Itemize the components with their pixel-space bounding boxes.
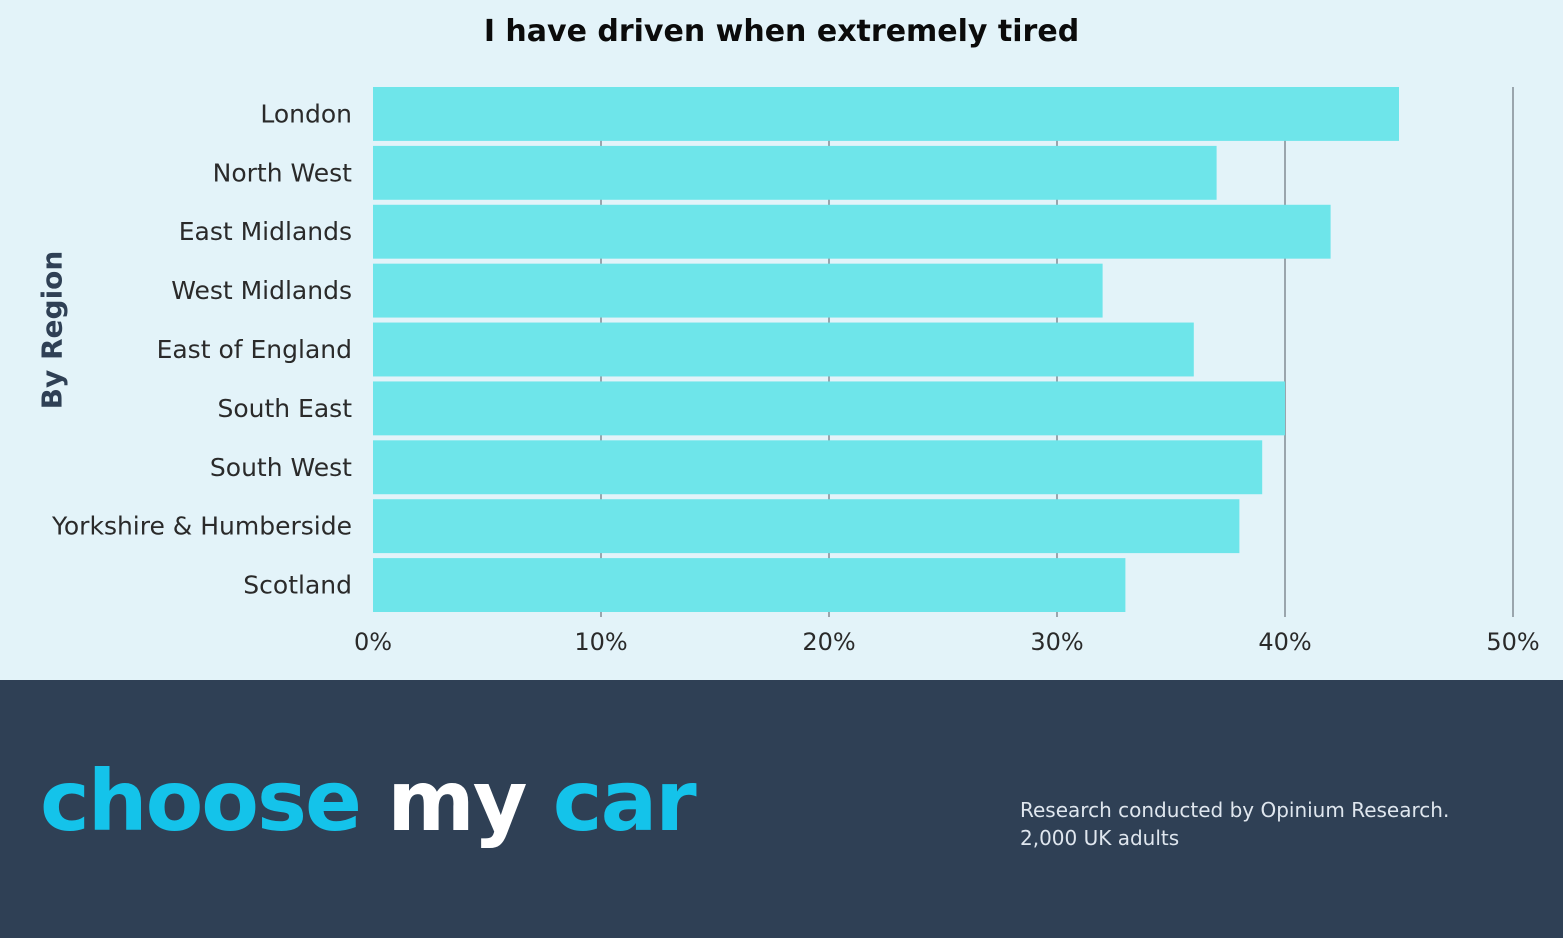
category-label: East of England: [157, 335, 352, 364]
x-tick-label: 30%: [1030, 628, 1083, 656]
bar-north-west[interactable]: [373, 145, 1217, 200]
category-label: South East: [217, 394, 352, 423]
x-tick-label: 10%: [574, 628, 627, 656]
category-label: Yorkshire & Humberside: [51, 512, 352, 541]
bar-east-of-england[interactable]: [373, 322, 1194, 377]
source-note: Research conducted by Opinium Research. …: [1020, 796, 1449, 852]
bar-scotland[interactable]: [373, 558, 1126, 612]
bar-yorkshire-humberside[interactable]: [373, 499, 1240, 554]
bar-west-midlands[interactable]: [373, 263, 1103, 318]
chart-panel: I have driven when extremely tired By Re…: [0, 0, 1563, 680]
bar-east-midlands[interactable]: [373, 204, 1331, 259]
category-label: East Midlands: [179, 217, 352, 246]
x-tick-label: 20%: [802, 628, 855, 656]
category-label: Scotland: [243, 571, 352, 600]
logo-word-car: car: [552, 752, 697, 850]
source-line-1: Research conducted by Opinium Research.: [1020, 798, 1450, 822]
logo-word-choose: choose: [40, 752, 362, 850]
footer: [0, 680, 1563, 938]
logo-word-my: my: [387, 752, 527, 850]
category-label: South West: [210, 453, 352, 482]
x-tick-label: 50%: [1486, 628, 1539, 656]
category-label: West Midlands: [171, 276, 352, 305]
x-tick-label: 40%: [1258, 628, 1311, 656]
bar-south-east[interactable]: [373, 381, 1285, 436]
x-tick-label: 0%: [354, 628, 392, 656]
bar-chart: London North West East Midlands West Midlan…: [51, 87, 1540, 656]
source-line-2: 2,000 UK adults: [1020, 826, 1180, 850]
bar-london[interactable]: [373, 87, 1399, 141]
brand-logo[interactable]: choose my car: [40, 752, 697, 850]
category-label: North West: [213, 158, 353, 187]
category-label: London: [260, 99, 352, 128]
chart-title: I have driven when extremely tired: [483, 14, 1080, 49]
bar-south-west[interactable]: [373, 440, 1263, 495]
